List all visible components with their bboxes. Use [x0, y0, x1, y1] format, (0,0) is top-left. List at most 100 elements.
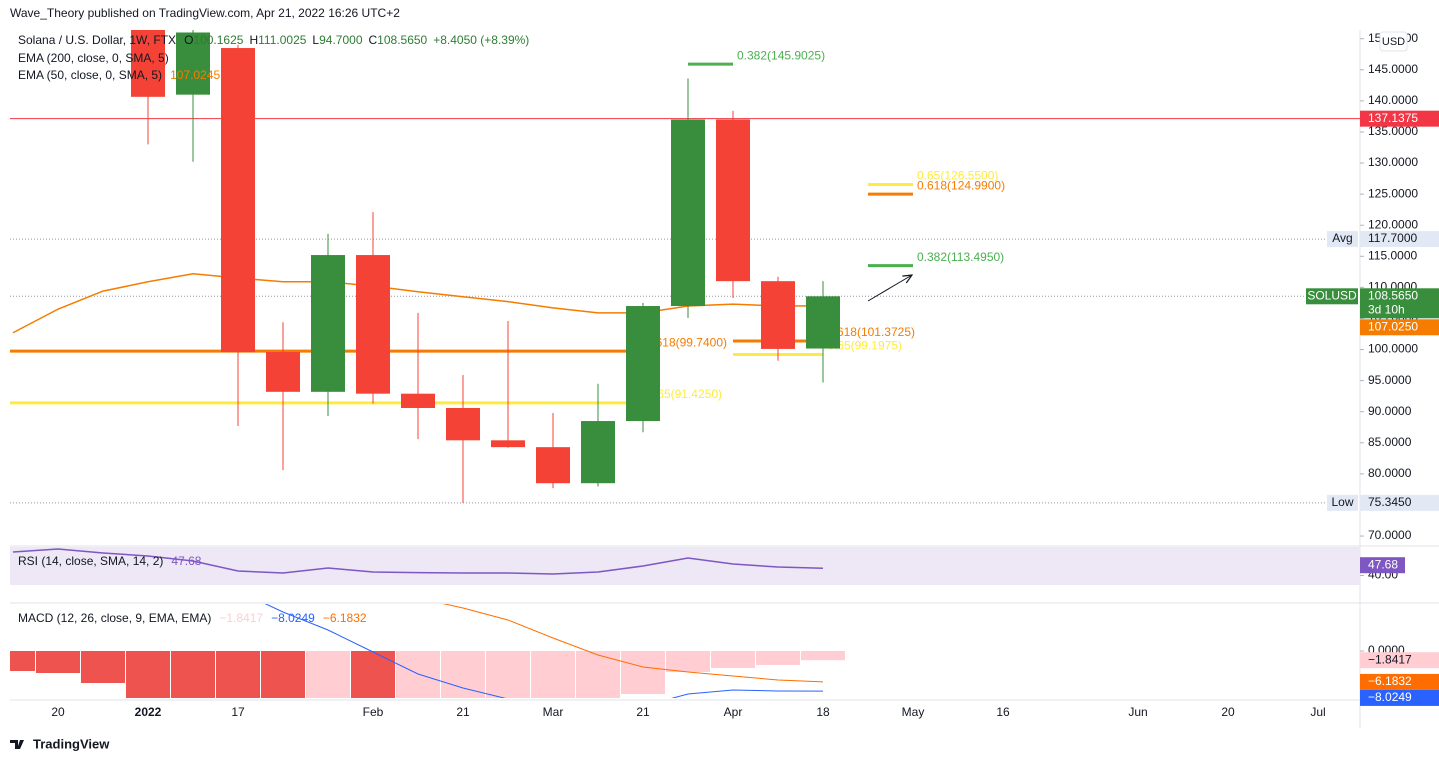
rsi-legend: RSI (14, close, SMA, 14, 2) 47.68 — [18, 554, 202, 568]
rsi-pane — [12, 548, 824, 575]
x-tick-label: 18 — [816, 705, 830, 719]
macd-histogram-bar — [126, 651, 170, 698]
macd-signal-value: −6.1832 — [323, 611, 367, 625]
header: Wave_Theory published on TradingView.com… — [10, 6, 400, 20]
legend-symbol: Solana / U.S. Dollar, 1W, FTX — [18, 33, 176, 47]
x-tick-label: Apr — [724, 705, 743, 719]
x-tick-label: 2022 — [135, 705, 162, 719]
x-tick-label: 21 — [456, 705, 470, 719]
candle-body — [761, 281, 795, 349]
macd-pane — [10, 604, 845, 698]
fib-label: 0.65(99.1975) — [827, 339, 902, 353]
candle-body — [806, 296, 840, 349]
footer-text: TradingView — [33, 736, 110, 751]
y-tick-label: 130.0000 — [1368, 155, 1418, 169]
macd-histogram-bar — [351, 651, 395, 698]
legend-value: 94.7000 — [319, 33, 363, 47]
y-tick-label: 125.0000 — [1368, 186, 1418, 200]
candle-body — [221, 48, 255, 353]
rsi-badge — [1360, 557, 1405, 574]
price-name: Avg — [1332, 231, 1352, 245]
legend-key: H — [249, 33, 258, 47]
y-tick-label: 95.0000 — [1368, 373, 1412, 387]
y-tick-label: 80.0000 — [1368, 466, 1412, 480]
y-tick-label: 145.0000 — [1368, 62, 1418, 76]
x-tick-label: Jul — [1310, 705, 1325, 719]
macd-badge — [1360, 673, 1439, 690]
price-badge — [1360, 110, 1439, 127]
fib-label: 0.382(145.9025) — [737, 48, 825, 62]
macd-histogram-bar — [261, 651, 305, 698]
x-tick-label: Feb — [363, 705, 384, 719]
price-badge-label: 137.1375 — [1368, 111, 1418, 125]
macd-histogram-bar — [666, 651, 710, 672]
macd-badge-label: −6.1832 — [1368, 674, 1412, 688]
legend-ema200: EMA (200, close, 0, SMA, 5) — [18, 51, 169, 65]
macd-histogram-bar — [306, 651, 350, 698]
macd-histogram-bar — [486, 651, 530, 698]
candle-body — [671, 119, 705, 307]
y-tick-label: 120.0000 — [1368, 217, 1418, 231]
candle-body — [266, 352, 300, 392]
legend-ema50: EMA (50, close, 0, SMA, 5) 107.0245 — [18, 68, 220, 82]
candle-body — [446, 407, 480, 441]
price-badge — [1360, 494, 1439, 511]
y-tick-label: 135.0000 — [1368, 124, 1418, 138]
candle-body — [536, 447, 570, 484]
price-name: SOLUSD — [1307, 288, 1357, 302]
macd-title: MACD (12, 26, close, 9, EMA, EMA) — [18, 611, 211, 625]
fib-label: 0.618(101.3725) — [827, 325, 915, 339]
macd-legend: MACD (12, 26, close, 9, EMA, EMA) −1.8417… — [18, 611, 367, 625]
currency-label[interactable]: USD — [1382, 36, 1405, 48]
macd-histogram-bar — [171, 651, 215, 698]
price-badge-label: 75.3450 — [1368, 495, 1412, 509]
macd-signal-line — [442, 604, 824, 683]
macd-badge-label: −1.8417 — [1368, 652, 1412, 666]
ema-badge — [1360, 319, 1439, 336]
legend-main: Solana / U.S. Dollar, 1W, FTX O100.1625 H1… — [18, 33, 529, 47]
fib-label: 0.382(113.4950) — [917, 250, 1004, 264]
price-name-box — [1306, 288, 1358, 305]
y-tick-label: 140.0000 — [1368, 93, 1418, 107]
x-tick-label: Mar — [543, 705, 564, 719]
macd-histogram-bar — [801, 651, 845, 661]
price-badge-label: 108.5650 — [1368, 288, 1418, 302]
legend-key: L — [312, 33, 319, 47]
x-tick-label: 17 — [231, 705, 245, 719]
candle-body — [356, 255, 390, 394]
x-tick-label: Jun — [1128, 705, 1147, 719]
macd-histogram-bar — [396, 651, 440, 698]
legend-key: C — [369, 33, 378, 47]
macd-badge — [1360, 689, 1439, 706]
candle-body — [311, 255, 345, 392]
x-tick-label: May — [902, 705, 925, 719]
macd-histogram-bar — [711, 651, 755, 668]
legend-value: 100.1625 — [193, 33, 243, 47]
rsi-badge-label: 47.68 — [1368, 557, 1398, 571]
price-name-box — [1327, 494, 1358, 511]
x-tick-label: 21 — [636, 705, 650, 719]
ema-badge-label: 107.0250 — [1368, 319, 1418, 333]
macd-histogram-bar — [441, 651, 485, 698]
legend-change: +8.4050 (+8.39%) — [433, 33, 529, 47]
price-name: Low — [1331, 495, 1353, 509]
legend-ema50-value: 107.0245 — [170, 68, 220, 82]
y-tick-label: 70.0000 — [1368, 528, 1412, 542]
candle-body — [581, 421, 615, 484]
candle-body — [176, 32, 210, 95]
currency-button[interactable] — [1379, 31, 1408, 52]
candle-body — [401, 393, 435, 408]
candle-body — [131, 30, 165, 97]
candle-body — [716, 119, 750, 282]
rsi-band — [10, 547, 1360, 585]
legend-value: 108.5650 — [377, 33, 427, 47]
macd-histogram-bar — [10, 651, 35, 671]
macd-histogram-bar — [36, 651, 80, 673]
macd-histogram-bar — [531, 651, 575, 698]
macd-hist-value: −1.8417 — [219, 611, 263, 625]
price-badge-label: 117.7000 — [1368, 231, 1417, 245]
candle-body — [626, 306, 660, 422]
macd-badge-label: −8.0249 — [1368, 690, 1412, 704]
macd-line — [264, 604, 824, 698]
